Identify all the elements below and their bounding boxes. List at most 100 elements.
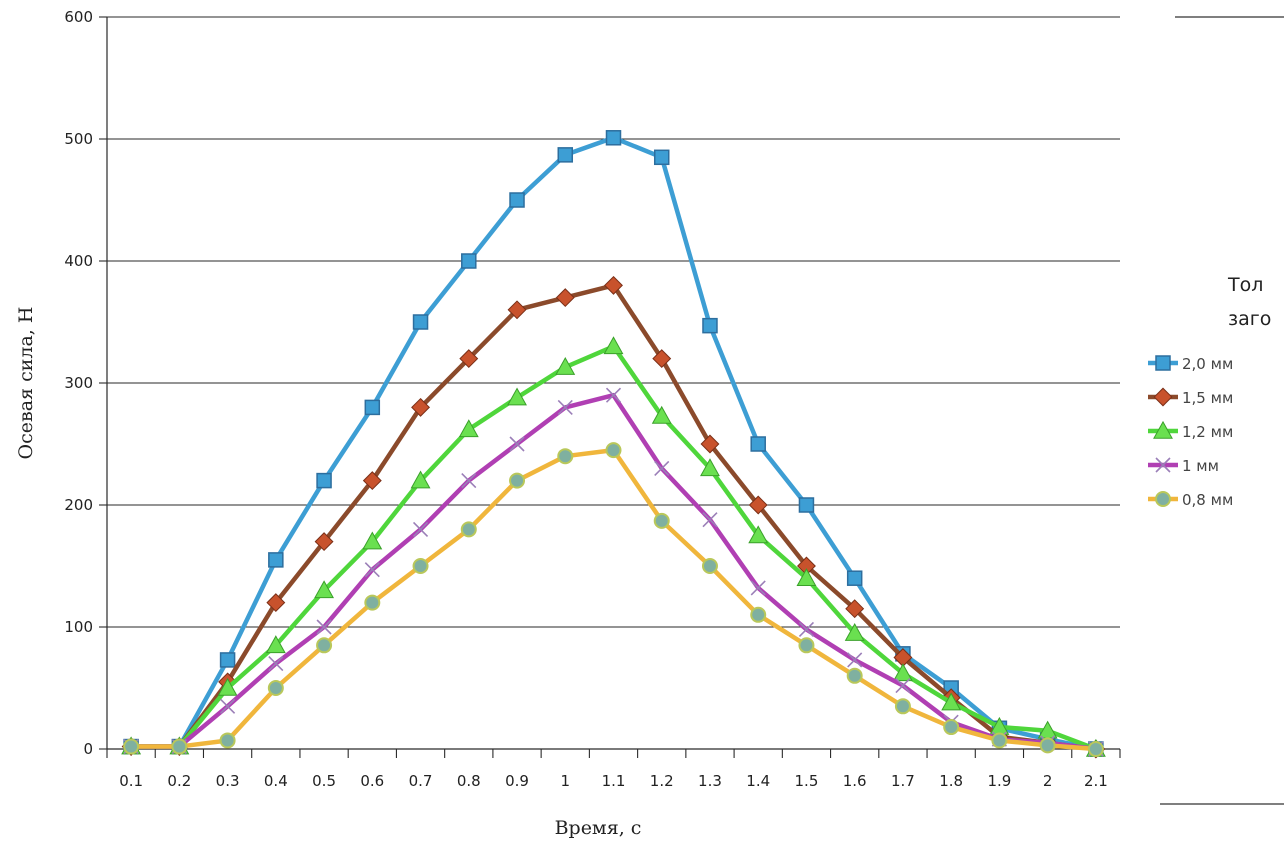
x-tick-label: 2.1 <box>1084 772 1108 790</box>
data-point <box>507 387 527 406</box>
x-tick-label: 0.6 <box>360 772 384 790</box>
data-point <box>750 606 767 623</box>
x-axis-title: Время, с <box>555 817 642 839</box>
data-point <box>798 621 815 638</box>
data-point <box>268 552 284 568</box>
legend-label: 1 мм <box>1182 457 1219 475</box>
data-point <box>461 473 477 489</box>
data-point <box>603 336 624 355</box>
legend-item: 1,2 мм <box>1148 420 1233 441</box>
data-point <box>219 732 236 749</box>
data-point <box>557 448 574 465</box>
y-tick-label: 600 <box>64 8 93 26</box>
data-point <box>265 635 286 654</box>
y-tick-label: 300 <box>64 374 93 392</box>
axes <box>99 16 1121 758</box>
data-point <box>362 531 383 550</box>
data-point <box>604 275 623 295</box>
data-point <box>220 698 236 714</box>
series-group <box>121 130 1106 759</box>
y-axis-title: Осевая сила, Н <box>15 307 37 460</box>
legend-swatch-marker <box>1155 355 1171 371</box>
x-tick-labels: 0.1 0.2 0.3 0.4 0.5 0.6 0.7 0.8 0.9 1 1.1 1.2 1.3 1.4… <box>119 772 1108 790</box>
data-point <box>844 622 865 641</box>
data-point <box>654 460 670 476</box>
legend-label: 1,2 мм <box>1182 423 1233 441</box>
data-point <box>1039 737 1056 754</box>
x-tick-label: 1.6 <box>843 772 867 790</box>
data-point <box>651 405 672 424</box>
data-point <box>605 130 622 146</box>
data-point <box>750 580 766 596</box>
data-point <box>364 399 381 416</box>
x-tick-label: 0.7 <box>409 772 433 790</box>
x-tick-label: 1.3 <box>698 772 722 790</box>
y-tick-label: 100 <box>64 618 93 636</box>
data-point <box>217 677 238 696</box>
x-tick-label: 0.1 <box>119 772 143 790</box>
y-tick-label: 400 <box>64 252 93 270</box>
data-point <box>458 419 479 438</box>
data-point <box>509 192 525 208</box>
data-point <box>798 637 815 654</box>
data-point <box>652 349 672 369</box>
data-point <box>846 667 863 684</box>
data-point <box>460 521 477 538</box>
data-point <box>362 471 382 491</box>
data-point <box>701 558 718 574</box>
legend-title-line-2: заго <box>1228 308 1271 330</box>
legend-swatch-marker <box>1153 387 1173 407</box>
data-point <box>314 532 334 552</box>
y-tick-label: 0 <box>83 740 93 758</box>
data-point <box>845 599 865 619</box>
data-point <box>410 470 431 489</box>
data-point <box>219 652 236 668</box>
data-point <box>267 680 284 696</box>
x-tick-label: 1.8 <box>939 772 963 790</box>
x-tick-label: 1.4 <box>746 772 770 790</box>
x-tick-label: 2 <box>1043 772 1053 790</box>
data-point <box>943 719 960 736</box>
legend-item: 0,8 мм <box>1148 491 1233 509</box>
data-point <box>798 497 815 513</box>
x-tick-label: 0.3 <box>216 772 240 790</box>
legend: Тол заго 2,0 мм 1,5 мм 1,2 мм 1 мм 0,8 мм <box>1148 16 1284 805</box>
legend-label: 0,8 мм <box>1182 491 1233 509</box>
x-tick-label: 0.5 <box>312 772 336 790</box>
legend-item: 1 мм <box>1148 457 1219 475</box>
legend-swatch-marker <box>1155 491 1171 507</box>
data-point <box>702 317 718 334</box>
data-point <box>1087 741 1104 757</box>
x-tick-label: 0.4 <box>264 772 288 790</box>
data-point <box>941 692 962 711</box>
data-point <box>653 512 670 529</box>
x-tick-label: 1.7 <box>891 772 915 790</box>
y-tick-labels: 0 100 200 300 400 500 600 <box>64 8 93 758</box>
x-tick-label: 0.9 <box>505 772 529 790</box>
series-line <box>131 283 1097 752</box>
data-point <box>364 562 380 578</box>
data-point <box>509 436 525 452</box>
data-point <box>412 521 429 537</box>
data-point <box>750 436 766 452</box>
x-tick-label: 1 <box>560 772 570 790</box>
data-point <box>653 149 670 166</box>
x-tick-label: 1.2 <box>650 772 674 790</box>
y-tick-label: 200 <box>64 496 93 514</box>
data-point <box>702 512 718 528</box>
data-point <box>316 637 333 654</box>
data-point <box>507 300 527 320</box>
data-point <box>894 698 911 715</box>
legend-label: 2,0 мм <box>1182 355 1233 373</box>
data-point <box>991 732 1008 749</box>
data-point <box>364 594 381 611</box>
data-point <box>316 472 332 489</box>
data-point <box>895 677 911 694</box>
data-point <box>748 495 768 515</box>
legend-swatch-marker <box>1153 420 1173 439</box>
data-point <box>557 147 574 163</box>
data-point <box>509 472 526 489</box>
data-point <box>123 738 140 755</box>
legend-title-line-1: Тол <box>1227 274 1263 296</box>
